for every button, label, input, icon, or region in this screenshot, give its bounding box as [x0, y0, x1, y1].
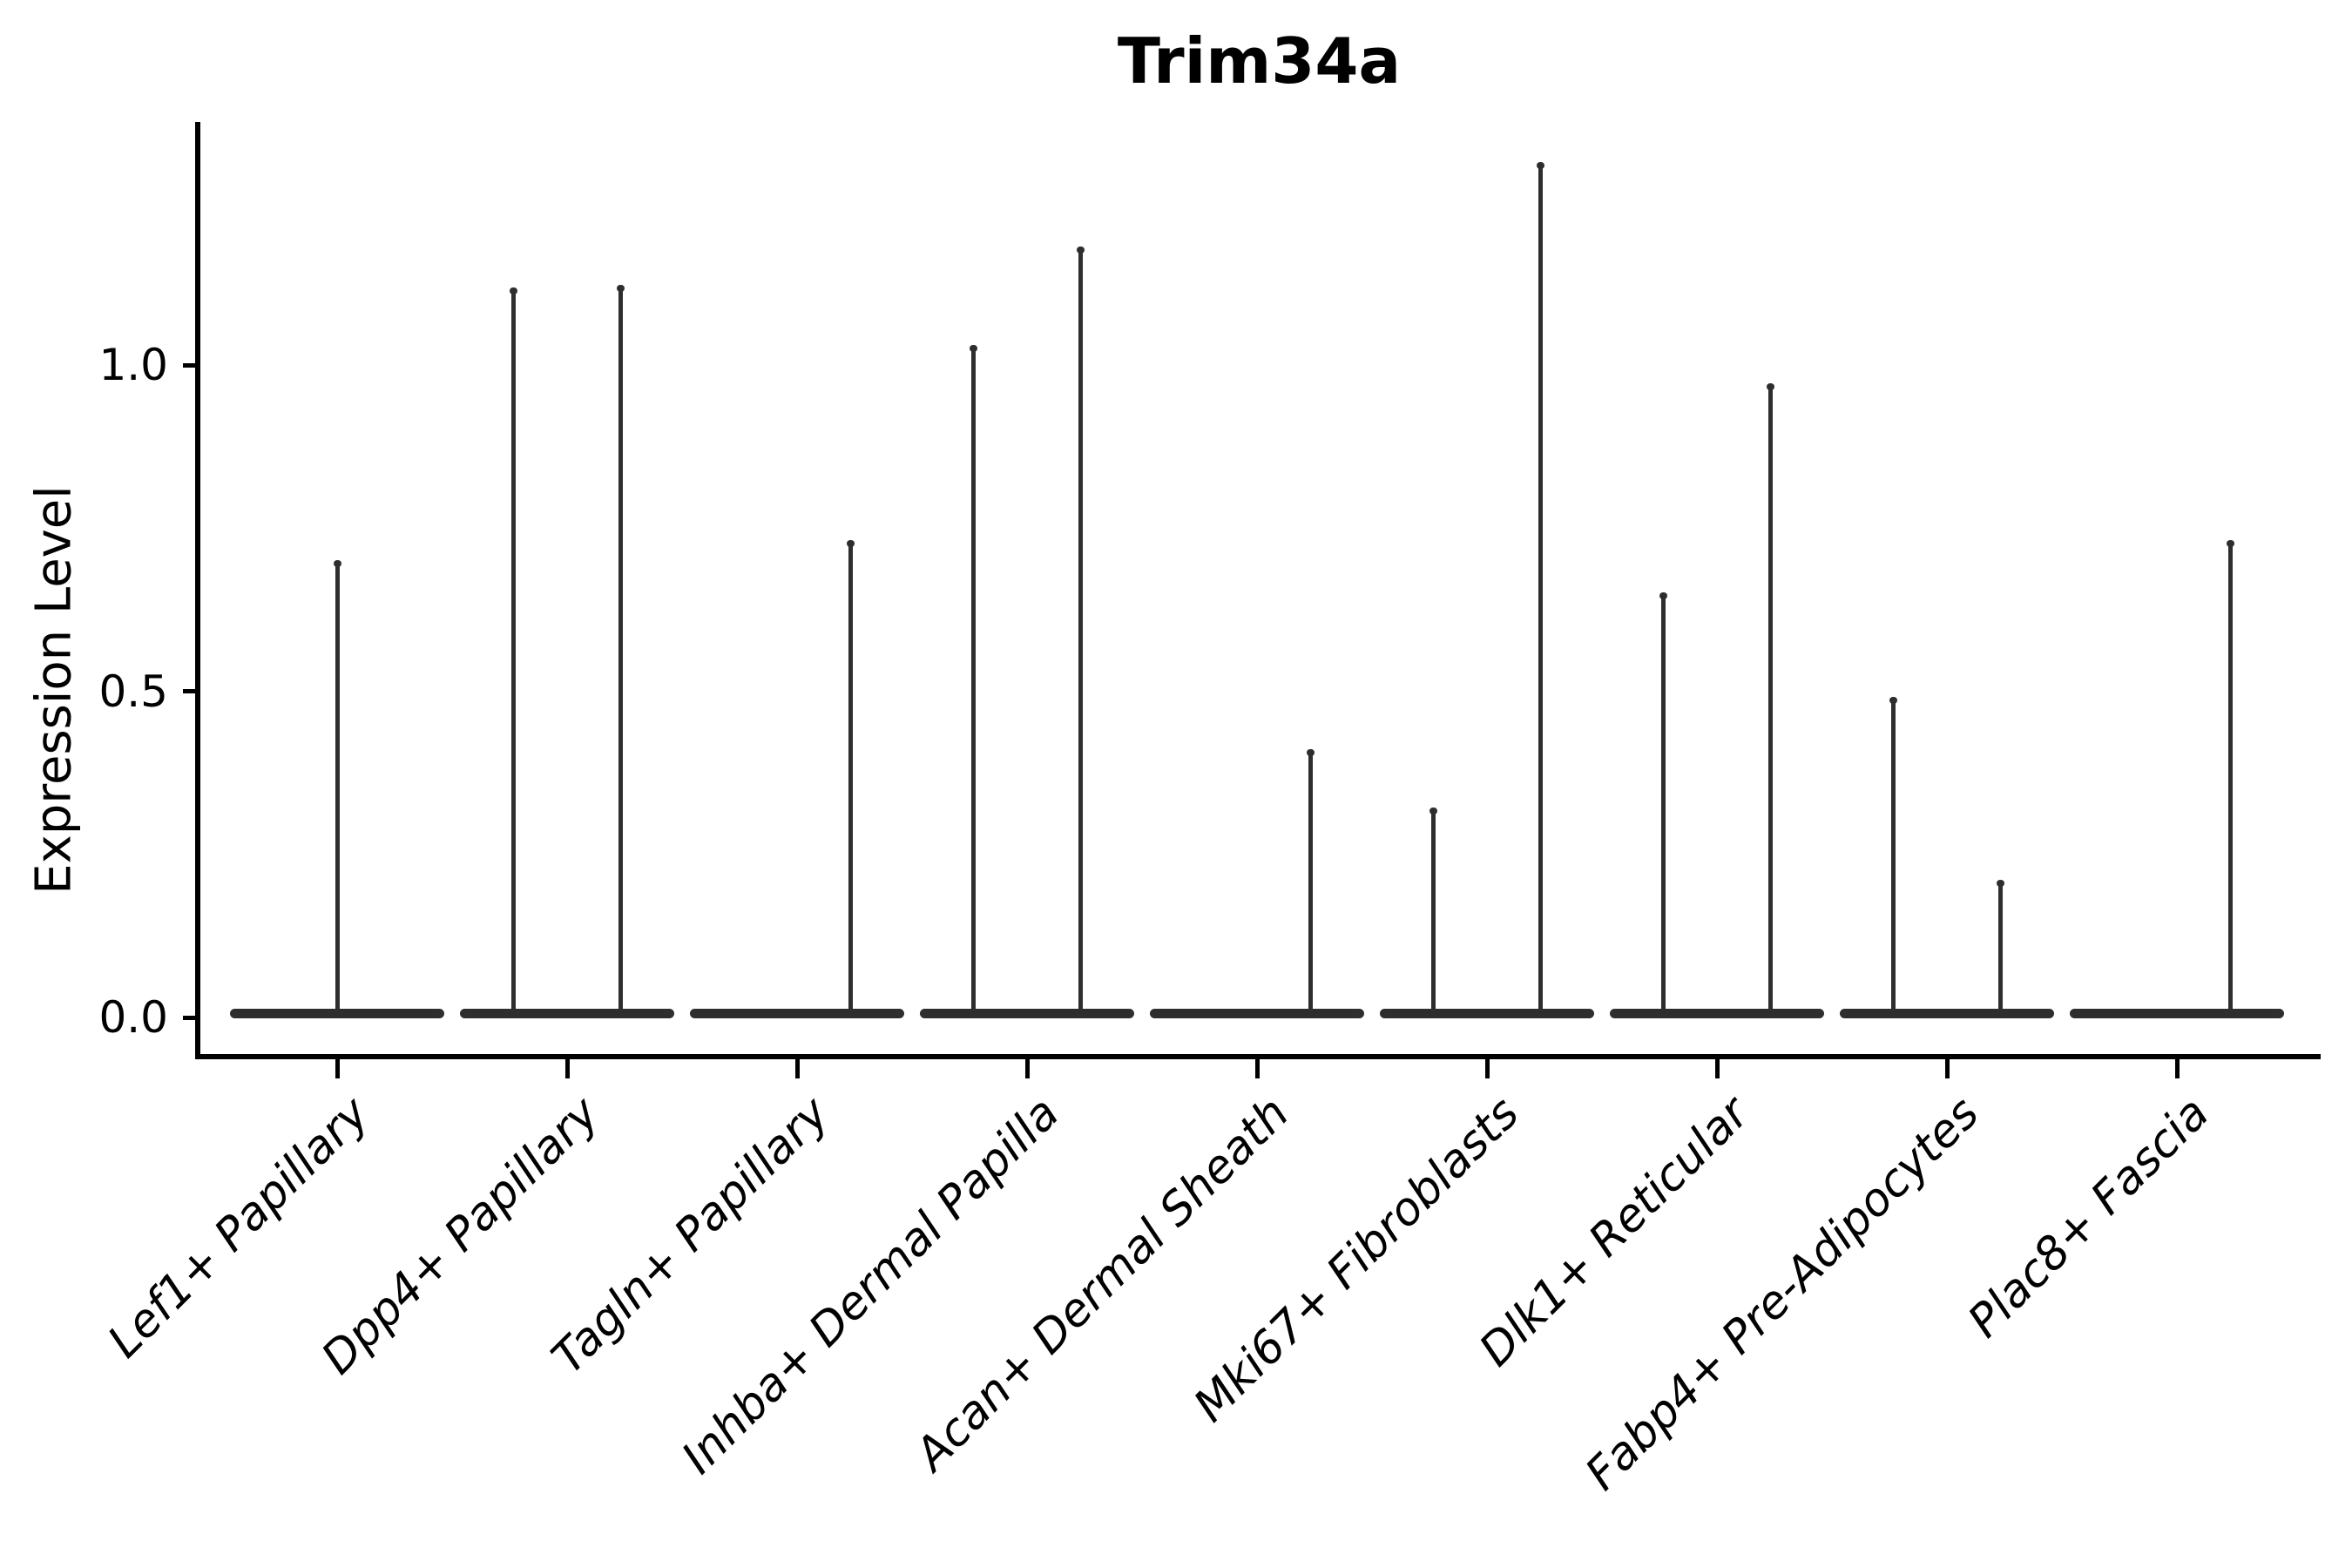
violin-spike: [1431, 808, 1436, 1017]
violin-spike: [1998, 880, 2003, 1017]
y-tick-label: 0.5: [98, 666, 168, 717]
violin-spike-cap: [2227, 540, 2234, 548]
violin-spike: [511, 287, 516, 1017]
x-tick-mark: [2174, 1059, 2180, 1078]
violin-spike: [2228, 541, 2233, 1017]
violin-spike: [848, 541, 853, 1017]
violin-baseline: [1380, 1009, 1594, 1018]
x-tick-label: Fabp4+ Pre-Adipocytes: [1575, 1087, 1990, 1501]
x-tick-mark: [1484, 1059, 1490, 1078]
violin-spike-cap: [1537, 161, 1544, 169]
violin-spike-cap: [1077, 247, 1085, 254]
x-tick-mark: [1254, 1059, 1260, 1078]
violin-spike-cap: [333, 559, 341, 567]
x-tick-mark: [564, 1059, 570, 1078]
x-tick-label: Acan+ Dermal Sheath: [905, 1087, 1300, 1481]
violin-spike-cap: [1307, 748, 1315, 756]
y-axis-spine: [195, 122, 200, 1059]
violin-spike: [618, 285, 623, 1017]
violin-baseline: [2070, 1009, 2284, 1018]
y-tick-label: 1.0: [98, 340, 168, 390]
violin-baseline: [1150, 1009, 1364, 1018]
violin-spike-cap: [1767, 383, 1774, 391]
violin-spike-cap: [1659, 592, 1667, 600]
violin-spike: [1768, 384, 1773, 1017]
violin-spike: [1661, 593, 1666, 1017]
violin-baseline: [460, 1009, 674, 1018]
violin-spike: [971, 345, 976, 1017]
violin-spike: [1538, 162, 1543, 1017]
x-axis-spine: [195, 1054, 2321, 1059]
x-tick-mark: [1944, 1059, 1950, 1078]
violin-spike: [1308, 749, 1313, 1017]
chart-title: Trim34a: [1117, 24, 1402, 98]
violin-spike: [1891, 697, 1896, 1017]
violin-spike-cap: [1997, 879, 2004, 887]
x-tick-label: Inhba+ Dermal Papilla: [672, 1087, 1070, 1484]
violin-spike: [1078, 247, 1083, 1017]
violin-baseline: [1610, 1009, 1824, 1018]
y-tick-label: 0.0: [98, 992, 168, 1043]
violin-baseline: [920, 1009, 1134, 1018]
x-tick-mark: [335, 1059, 340, 1078]
violin-spike-cap: [1889, 696, 1897, 704]
violin-baseline: [690, 1009, 904, 1018]
x-tick-label: Plac8+ Fascia: [1958, 1087, 2220, 1348]
x-tick-mark: [794, 1059, 800, 1078]
y-tick-mark: [183, 689, 198, 693]
violin-spike-cap: [617, 284, 625, 292]
x-tick-mark: [1024, 1059, 1030, 1078]
violin-spike: [335, 560, 340, 1017]
violin-spike-cap: [510, 287, 517, 294]
y-tick-mark: [183, 362, 198, 368]
violin-spike-cap: [1429, 808, 1437, 815]
x-tick-mark: [1714, 1059, 1720, 1078]
violin-spike-cap: [847, 540, 855, 548]
y-tick-mark: [183, 1015, 198, 1020]
violin-spike-cap: [970, 344, 977, 352]
violin-baseline: [1840, 1009, 2054, 1018]
